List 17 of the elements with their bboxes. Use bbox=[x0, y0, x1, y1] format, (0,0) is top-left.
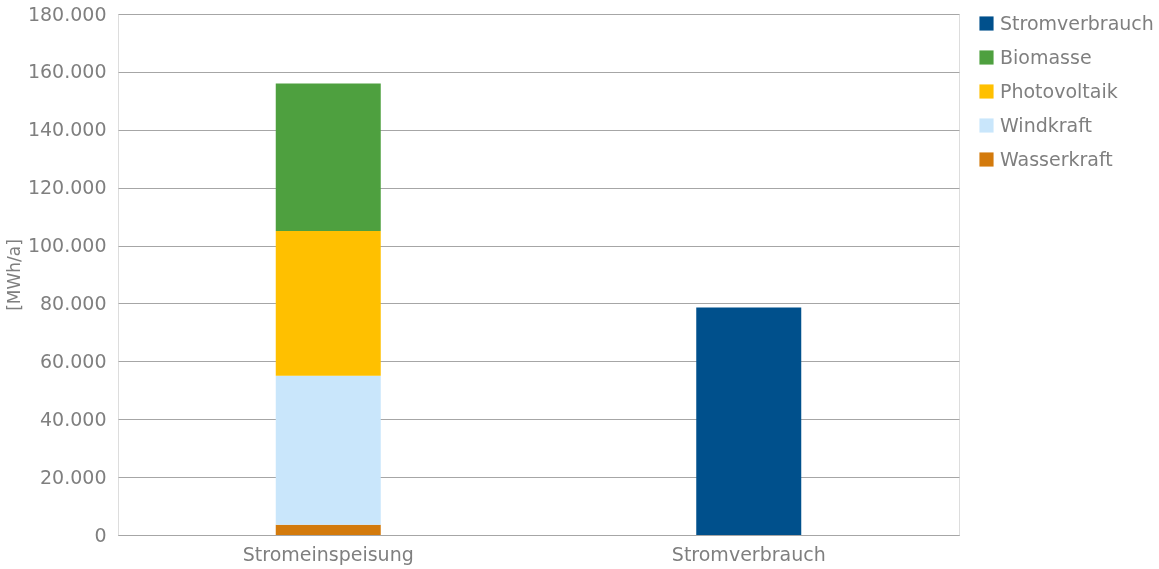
y-tick-label: 80.000 bbox=[40, 291, 107, 314]
y-axis-title: [MWh/a] bbox=[3, 239, 24, 311]
legend-label: Photovoltaik bbox=[1000, 79, 1118, 102]
y-tick-label: 40.000 bbox=[40, 407, 107, 430]
legend-label: Windkraft bbox=[1000, 113, 1093, 136]
legend-label: Stromverbrauch bbox=[1000, 11, 1154, 34]
y-tick-label: 20.000 bbox=[40, 465, 107, 488]
y-tick-label: 160.000 bbox=[27, 60, 107, 83]
y-tick-label: 60.000 bbox=[40, 349, 107, 372]
y-tick-label: 100.000 bbox=[27, 234, 107, 257]
y-tick-label: 120.000 bbox=[27, 176, 107, 199]
y-tick-label: 140.000 bbox=[27, 118, 107, 141]
y-tick-label: 0 bbox=[94, 523, 107, 546]
x-tick-label: Stromeinspeisung bbox=[242, 542, 414, 565]
y-tick-label: 180.000 bbox=[27, 2, 107, 25]
legend-label: Biomasse bbox=[1000, 45, 1092, 68]
legend-label: Wasserkraft bbox=[1000, 147, 1113, 170]
